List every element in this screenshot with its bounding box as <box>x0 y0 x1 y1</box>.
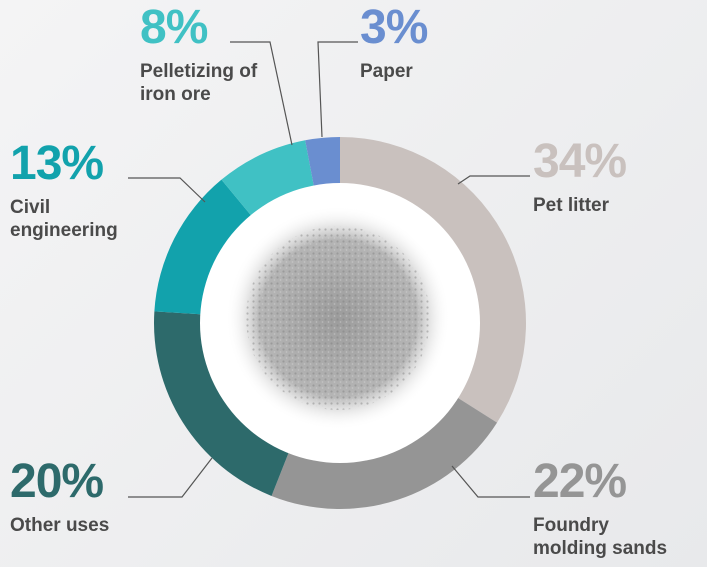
category-label: Foundry molding sands <box>533 515 668 559</box>
leader-line <box>230 41 293 146</box>
category-label: Pet litter <box>533 195 610 216</box>
percent-label: 3% <box>360 1 428 54</box>
donut-slice <box>154 311 290 496</box>
donut-slice <box>221 140 315 217</box>
category-label: Pelletizing of iron ore <box>140 61 258 105</box>
percent-label: 20% <box>10 455 104 508</box>
donut-slice <box>154 179 253 315</box>
percent-label: 13% <box>10 137 104 190</box>
donut-slice <box>271 396 498 509</box>
percent-label: 22% <box>533 455 627 508</box>
leader-line <box>128 457 213 498</box>
gravel-texture <box>246 226 430 410</box>
donut <box>154 137 526 509</box>
leader-line <box>451 465 530 498</box>
leader-line <box>457 175 530 185</box>
slice-label: 20% Other uses <box>10 458 160 537</box>
donut-slice <box>305 137 340 188</box>
slice-label: 34% Pet litter <box>533 138 683 217</box>
percent-label: 34% <box>533 135 627 188</box>
slice-label: 3% Paper <box>360 4 480 83</box>
slice-label: 13% Civil engineering <box>10 140 160 242</box>
category-label: Paper <box>360 61 413 82</box>
slice-label: 8% Pelletizing of iron ore <box>140 4 275 106</box>
leader-line <box>128 177 206 203</box>
donut-slice <box>340 137 526 423</box>
category-label: Civil engineering <box>10 197 118 241</box>
percent-label: 8% <box>140 1 208 54</box>
leader-line <box>317 41 358 138</box>
slice-label: 22% Foundry molding sands <box>533 458 683 560</box>
category-label: Other uses <box>10 515 110 536</box>
